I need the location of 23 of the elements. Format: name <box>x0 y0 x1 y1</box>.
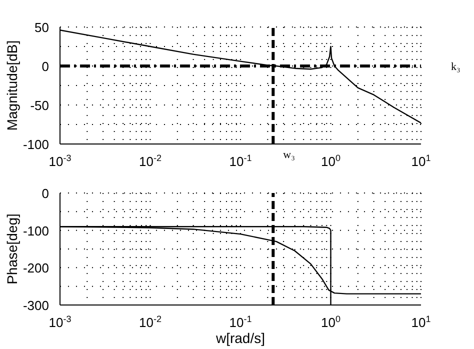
y-tick-label: -300 <box>22 298 49 313</box>
x-tick-label: 10$^{1}$ <box>411 314 431 330</box>
y-tick-label: 0 <box>42 59 49 74</box>
ref-line-label: w₃ <box>283 149 296 161</box>
ref-line-label: k₃ <box>451 61 460 73</box>
y-axis-title: Phase[deg] <box>4 214 20 284</box>
y-tick-label: -100 <box>22 223 49 238</box>
x-tick-label: 10$^{-3}$ <box>48 153 72 169</box>
x-tick-label: 10$^{-1}$ <box>229 314 252 330</box>
x-tick-label: 10$^{0}$ <box>321 314 340 330</box>
x-axis-title: w[rad/s] <box>214 330 266 346</box>
x-tick-label: 10$^{-2}$ <box>139 314 162 330</box>
x-tick-label: 10$^{-1}$ <box>229 153 252 169</box>
x-tick-label: 10$^{-3}$ <box>48 314 72 330</box>
y-axis-title: Magnitude[dB] <box>4 40 20 131</box>
x-tick-label: 10$^{0}$ <box>321 153 340 169</box>
y-tick-label: 50 <box>34 20 49 35</box>
x-tick-label: 10$^{1}$ <box>411 153 431 169</box>
y-tick-label: 0 <box>42 186 49 201</box>
x-tick-label: 10$^{-2}$ <box>139 153 162 169</box>
y-tick-label: -200 <box>22 260 49 276</box>
y-tick-label: -50 <box>30 98 49 113</box>
y-tick-label: -100 <box>22 137 49 152</box>
